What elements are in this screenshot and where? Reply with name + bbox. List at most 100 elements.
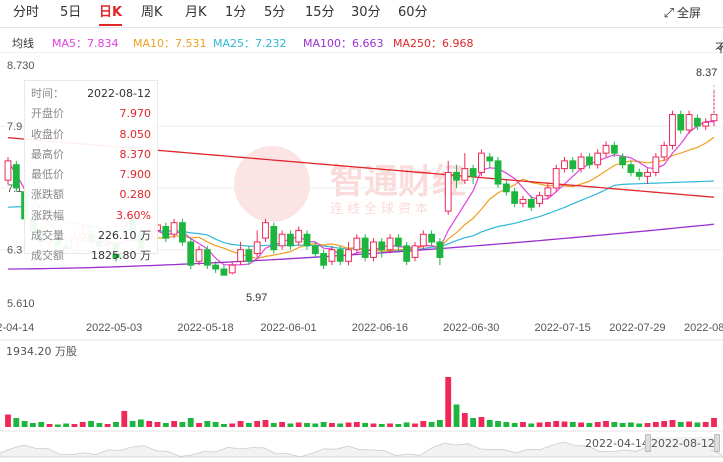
volume-bar <box>694 422 701 427</box>
tab-5min[interactable]: 5分 <box>264 5 286 20</box>
navigator-area <box>0 441 723 458</box>
volume-bar <box>5 414 11 427</box>
tooltip-value: 8.370 <box>119 147 152 161</box>
candle-body <box>602 144 610 154</box>
candle-body <box>685 114 693 131</box>
candle-body <box>245 249 253 262</box>
tab-60min[interactable]: 60分 <box>398 5 428 20</box>
tab-daily-k[interactable]: 日K <box>99 4 123 26</box>
volume-bar <box>353 422 360 427</box>
volume-bar <box>121 411 128 427</box>
candle-body <box>461 168 469 181</box>
volume-bar <box>495 421 501 427</box>
tab-intraday[interactable]: 分时 <box>13 5 40 20</box>
candle-body <box>4 160 12 181</box>
volume-bar <box>403 422 410 427</box>
volume-bar <box>387 423 393 427</box>
candle-body <box>345 249 352 262</box>
candle-body <box>170 222 178 235</box>
candle-body <box>278 233 286 247</box>
watermark-title: 智通财经 <box>330 163 466 201</box>
tooltip-key: 涨跌额 <box>31 188 64 202</box>
volume-bar <box>520 422 526 427</box>
volume-bar <box>154 422 161 427</box>
price-tooltip: 时间： 2022-08-12 开盘价 7.970 收盘价 8.050 最高价 8.370… <box>24 80 158 262</box>
volume-bar <box>146 421 153 427</box>
volume-bar <box>54 424 61 427</box>
x-axis-tick-label: 2022-04-14 <box>0 322 34 334</box>
volume-bar <box>461 413 468 427</box>
candle-body <box>253 241 261 255</box>
tooltip-value: 2022-08-12 <box>87 87 151 100</box>
candle-body <box>353 237 361 251</box>
expand-icon: ⤢ <box>663 6 674 21</box>
candle-body <box>419 233 427 247</box>
candle-body <box>502 183 510 193</box>
tooltip-key: 成交量 <box>31 229 64 243</box>
x-axis-tick-label: 2022-07-15 <box>534 322 590 334</box>
fullscreen-button[interactable]: ⤢ 全屏 <box>664 4 701 21</box>
volume-bar <box>245 423 252 427</box>
candle-body <box>660 144 668 158</box>
volume-bar <box>329 423 335 427</box>
chevron-down-icon: ⌄ <box>715 39 723 53</box>
candle-body <box>286 233 294 247</box>
tooltip-value: 3.60% <box>116 208 151 222</box>
tooltip-key: 涨跌幅 <box>31 208 64 222</box>
candle-body <box>552 168 560 189</box>
navigator-right-handle[interactable] <box>714 434 720 452</box>
candle-body <box>693 117 701 127</box>
candle-body <box>295 229 303 243</box>
candle-body <box>394 237 402 247</box>
volume-bar <box>38 422 45 427</box>
volume-bar <box>669 420 676 427</box>
volume-bar <box>628 422 634 427</box>
candle-body <box>336 249 344 262</box>
volume-bar <box>30 423 36 427</box>
ma100-line <box>8 223 715 270</box>
volume-label: 1934.20 万股 <box>6 345 77 358</box>
ma5-value: MA5：7.834 <box>52 37 119 50</box>
volume-bar <box>536 422 543 427</box>
candle-body <box>436 241 444 258</box>
navigator-left-handle[interactable] <box>645 434 651 452</box>
tab-monthly-k[interactable]: 月K <box>185 5 207 20</box>
volume-bar <box>412 423 418 427</box>
volume-bar <box>378 424 385 427</box>
tab-15min[interactable]: 15分 <box>305 5 335 20</box>
tooltip-key: 成交额 <box>31 249 64 263</box>
volume-bar <box>569 422 576 427</box>
x-axis-tick-label: 2022-05-18 <box>177 322 233 334</box>
price-axis-label: 6.3 <box>7 245 22 257</box>
candle-body <box>494 160 502 185</box>
ma100-value: MA100：6.663 <box>303 37 384 50</box>
price-axis-label: 5.610 <box>7 298 35 310</box>
kline-chart[interactable]: 智通财经连线全球资本8.7307.97.16.35.6108.375.97202… <box>0 55 723 462</box>
candle-body <box>610 144 618 154</box>
volume-bar <box>586 423 593 427</box>
candle-body <box>403 245 411 262</box>
candle-body <box>311 245 319 255</box>
tab-30min[interactable]: 30分 <box>351 5 381 20</box>
candle-body <box>519 198 527 204</box>
tab-weekly-k[interactable]: 周K <box>141 5 163 20</box>
volume-bar <box>362 423 369 427</box>
tab-5day[interactable]: 5日 <box>60 5 82 20</box>
tab-1min[interactable]: 1分 <box>225 5 247 20</box>
volume-bar <box>702 422 709 427</box>
x-axis-tick-label: 2022-06-30 <box>443 322 499 334</box>
candle-body <box>386 237 394 251</box>
volume-bar <box>295 422 302 427</box>
volume-bar <box>470 418 477 427</box>
navigator-end-date: 2022-08-12 <box>651 437 715 450</box>
volume-bar <box>528 423 535 427</box>
x-axis-tick-label: 2022-05-03 <box>86 322 142 334</box>
tooltip-value: 1825.80 万 <box>91 249 151 263</box>
candle-body <box>677 114 685 131</box>
volume-bar <box>619 423 626 427</box>
tooltip-key: 开盘价 <box>31 107 64 121</box>
volume-bar <box>420 421 427 427</box>
candle-body <box>644 171 651 177</box>
tooltip-key: 最低价 <box>31 168 64 182</box>
